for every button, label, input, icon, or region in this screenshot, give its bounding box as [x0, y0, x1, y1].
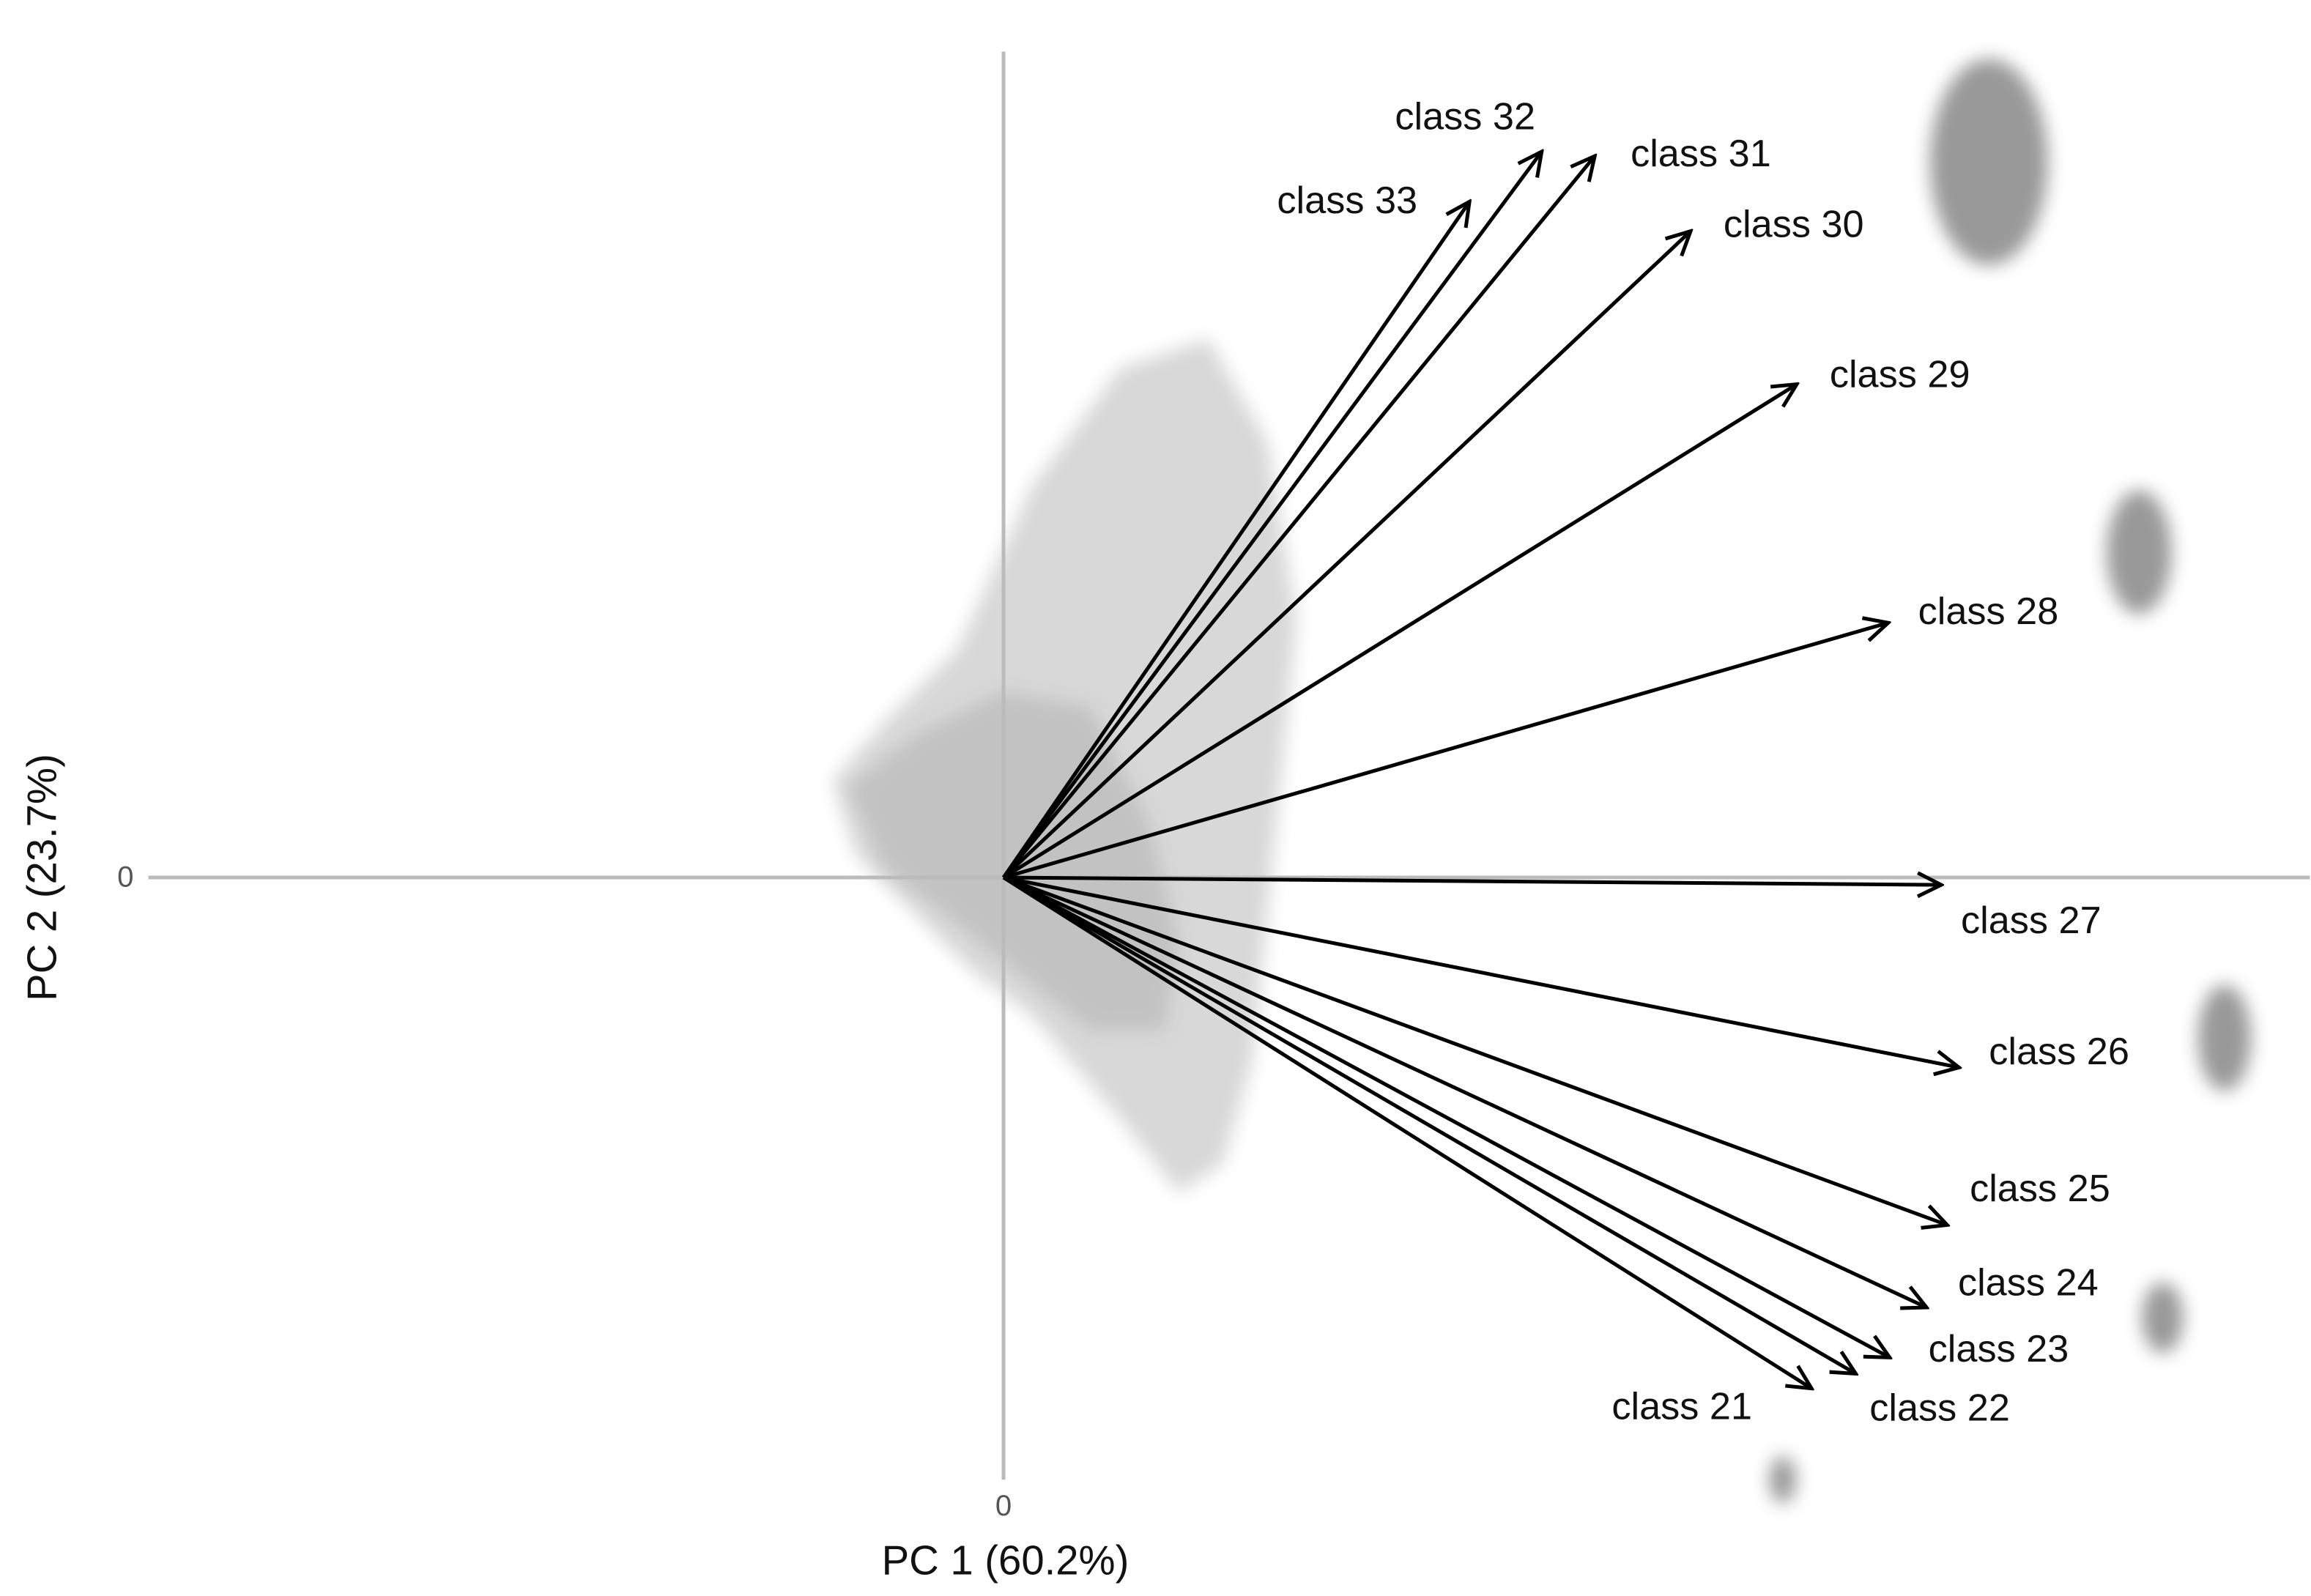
vector-label: class 32 [1395, 96, 1535, 138]
vector-label: class 24 [1958, 1262, 2099, 1304]
thumbnail [2198, 985, 2251, 1091]
vector-label: class 30 [1724, 203, 1864, 245]
chart: PC 1 (60.2%) PC 2 (23.7%) 0 0 class 21 clas… [0, 0, 2311, 1596]
vector-label: class 27 [1961, 899, 2102, 942]
vector-label: class 31 [1631, 133, 1771, 175]
vector-label: class 25 [1970, 1168, 2110, 1210]
y-tick-label: 0 [117, 861, 133, 894]
x-axis-title: PC 1 (60.2%) [882, 1537, 1129, 1584]
thumbnail [2142, 1283, 2183, 1353]
x-tick-label: 0 [995, 1489, 1012, 1522]
vector-label: class 29 [1830, 353, 1970, 396]
thumbnail [1770, 1456, 1796, 1503]
vector-label: class 33 [1277, 179, 1417, 222]
vector-label: class 22 [1869, 1387, 2010, 1430]
vector-label: class 23 [1929, 1328, 2069, 1370]
thumbnail [1930, 59, 2048, 264]
vector-label: class 26 [1989, 1031, 2129, 1073]
page: {"chart_data": { "type": "biplot", "x_la… [0, 0, 2311, 1596]
y-axis-title: PC 2 (23.7%) [19, 754, 65, 1001]
loading-arrow [1004, 877, 1811, 1389]
vector-label: class 21 [1611, 1386, 1752, 1428]
vector-label: class 28 [1918, 590, 2059, 633]
thumbnail [2107, 490, 2171, 614]
